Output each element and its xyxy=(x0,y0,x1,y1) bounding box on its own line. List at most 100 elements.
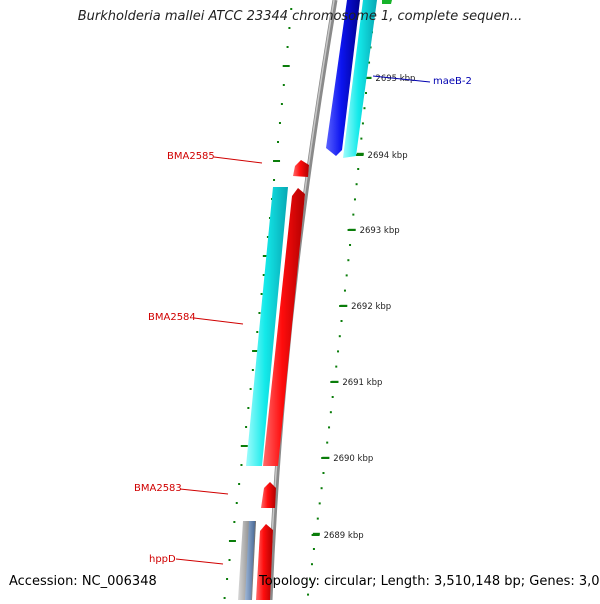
cds-feature-hppD-inner[interactable] xyxy=(245,521,255,600)
kbp-tick-label: 2692 kbp xyxy=(351,302,391,312)
gene-labels: maeB-2 BMA2585 BMA2584 BMA2583 hppD xyxy=(134,75,472,565)
inner-minor-tick xyxy=(226,578,229,580)
outer-minor-tick xyxy=(338,335,341,338)
outer-minor-tick xyxy=(345,274,348,277)
inner-minor-tick xyxy=(262,274,265,276)
outer-minor-tick xyxy=(352,213,355,216)
outer-minor-tick xyxy=(318,502,321,505)
outer-minor-tick xyxy=(349,244,352,246)
inner-minor-tick xyxy=(238,483,241,485)
inner-minor-tick xyxy=(260,293,263,295)
inner-minor-tick xyxy=(251,369,254,371)
map-title: Burkholderia mallei ATCC 23344 chromosom… xyxy=(77,9,523,24)
inner-major-tick xyxy=(240,445,248,447)
gene-feature-BMA2585[interactable] xyxy=(293,160,309,177)
cds-feature-maeB[interactable] xyxy=(343,0,377,158)
outer-minor-tick xyxy=(310,563,313,566)
inner-major-tick xyxy=(282,65,290,67)
outer-minor-tick xyxy=(368,61,371,64)
inner-minor-tick xyxy=(245,426,248,428)
edge-feature-top[interactable] xyxy=(382,0,392,4)
inner-minor-tick xyxy=(288,27,291,29)
reverse-gene-feature[interactable] xyxy=(326,0,360,156)
kbp-tick-label: 2691 kbp xyxy=(342,378,382,388)
gene-label-BMA2585[interactable]: BMA2585 xyxy=(167,151,215,162)
gene-label-BMA2583[interactable]: BMA2583 xyxy=(134,483,182,494)
outer-minor-tick xyxy=(316,517,319,520)
kbp-tick-label: 2694 kbp xyxy=(368,151,408,161)
chromosome-backbone xyxy=(267,0,338,601)
leader-line-BMA2585 xyxy=(213,156,263,164)
kbp-major-tick xyxy=(347,229,356,231)
outer-minor-tick xyxy=(347,259,350,262)
inner-minor-tick xyxy=(235,502,238,504)
inner-minor-tick xyxy=(258,312,261,314)
gene-feature-BMA2584[interactable] xyxy=(263,188,305,466)
topology-summary: Topology: circular; Length: 3,510,148 bp… xyxy=(259,574,600,589)
inner-major-tick xyxy=(273,160,281,162)
outer-minor-tick xyxy=(337,350,340,353)
outer-major-tick xyxy=(356,152,364,155)
outer-minor-tick xyxy=(328,426,331,429)
outer-minor-tick xyxy=(340,320,343,322)
kbp-major-tick xyxy=(355,154,364,156)
inner-minor-tick xyxy=(268,217,271,219)
outer-minor-tick xyxy=(353,198,356,201)
leader-line-BMA2583 xyxy=(179,488,229,495)
kbp-tick-label: 2693 kbp xyxy=(360,226,400,236)
outer-minor-tick xyxy=(329,411,332,414)
inner-minor-tick xyxy=(256,331,259,333)
outer-minor-tick xyxy=(343,289,346,292)
kbp-major-tick xyxy=(339,305,348,307)
inner-minor-tick xyxy=(277,141,280,143)
outer-minor-tick xyxy=(335,365,338,368)
kbp-tick-label: 2690 kbp xyxy=(333,454,373,464)
inner-minor-tick xyxy=(228,559,231,561)
outer-minor-tick xyxy=(307,593,310,596)
outer-major-tick xyxy=(312,532,320,535)
inner-minor-tick xyxy=(273,179,276,181)
gene-feature-hppD[interactable] xyxy=(256,524,273,600)
outer-minor-tick xyxy=(312,548,315,550)
inner-minor-tick xyxy=(233,521,236,523)
outer-minor-tick xyxy=(355,183,358,186)
outer-minor-tick xyxy=(320,487,323,490)
inner-minor-tick xyxy=(249,388,252,390)
kbp-tick-label: 2695 kbp xyxy=(375,74,415,84)
inner-minor-tick xyxy=(240,464,243,466)
gene-label-maeB-2[interactable]: maeB-2 xyxy=(433,76,472,87)
kbp-major-tick xyxy=(363,77,372,79)
gene-label-hppD[interactable]: hppD xyxy=(149,554,176,565)
accession-text: Accession: NC_006348 xyxy=(9,574,157,589)
inner-major-tick xyxy=(228,540,236,542)
outer-minor-tick xyxy=(322,472,325,474)
inner-minor-tick xyxy=(282,84,285,86)
inner-minor-tick xyxy=(247,407,250,409)
kbp-major-tick xyxy=(330,381,339,383)
inner-major-tick xyxy=(252,350,260,352)
outer-minor-tick xyxy=(361,122,364,125)
inner-minor-tick xyxy=(290,8,293,10)
outer-minor-tick xyxy=(363,107,366,110)
outer-minor-tick xyxy=(331,396,334,398)
gene-feature-BMA2583[interactable] xyxy=(261,482,276,508)
inner-minor-tick xyxy=(278,122,281,124)
outer-minor-tick xyxy=(365,92,368,94)
kbp-major-tick xyxy=(311,534,320,536)
gene-label-BMA2584[interactable]: BMA2584 xyxy=(148,312,196,323)
inner-minor-tick xyxy=(280,103,283,105)
outer-minor-tick xyxy=(357,168,360,170)
outer-minor-tick xyxy=(360,137,363,140)
leader-line-hppD xyxy=(175,558,224,565)
kbp-major-tick xyxy=(321,457,330,459)
leader-line-maeB-2 xyxy=(372,75,431,83)
cds-feature-BMA2584[interactable] xyxy=(246,187,288,466)
tick-labels: 2695 kbp 2694 kbp 2693 kbp 2692 kbp 2691 kbp… xyxy=(324,74,416,541)
outer-minor-tick xyxy=(326,441,329,444)
leader-line-BMA2584 xyxy=(193,317,244,325)
chromosome-backbone-highlight xyxy=(268,0,335,601)
inner-minor-tick xyxy=(286,46,289,48)
inner-minor-tick xyxy=(223,597,226,599)
